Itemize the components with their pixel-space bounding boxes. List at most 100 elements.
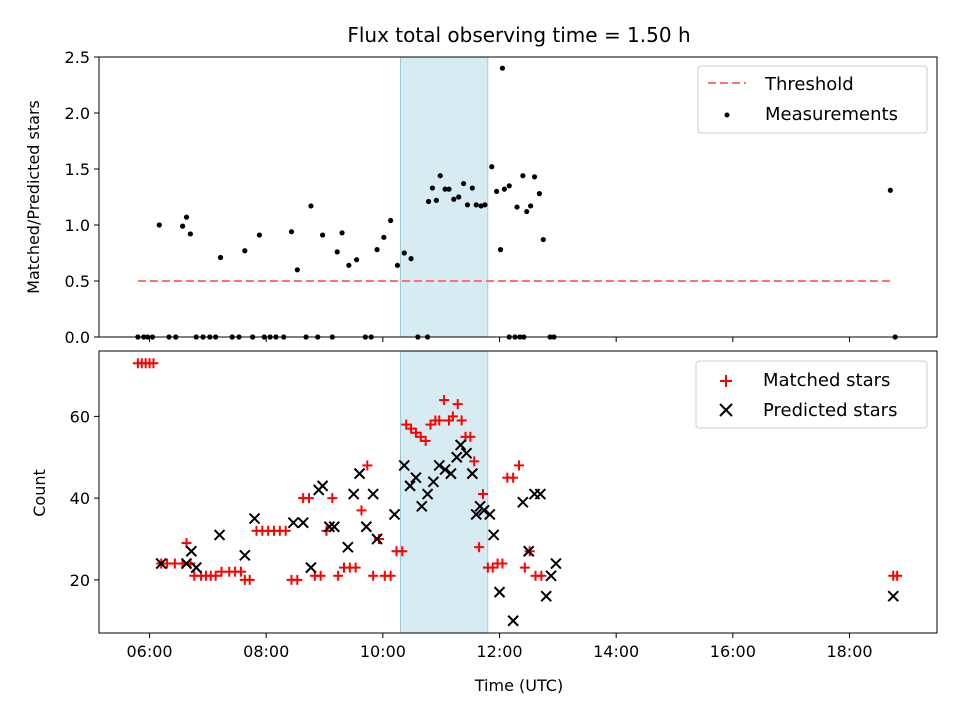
predicted-star-point xyxy=(388,508,401,521)
ratio-panel: 0.0 0.5 1.0 1.5 2.0 2.5 Flux total observing … xyxy=(24,23,938,347)
predicted-stars-points xyxy=(155,439,899,627)
count-plot-frame xyxy=(98,350,938,634)
predicted-star-point xyxy=(316,480,329,492)
measurement-point xyxy=(499,65,506,71)
predicted-star-point xyxy=(342,541,354,553)
predicted-star-point xyxy=(190,561,202,574)
predicted-star-point xyxy=(433,459,445,472)
predicted-star-point xyxy=(460,447,473,459)
measurement-point xyxy=(217,254,224,261)
matched-star-point xyxy=(315,570,326,581)
predicted-star-point xyxy=(360,521,373,533)
measurement-point xyxy=(156,222,162,228)
measurement-point xyxy=(528,203,534,209)
matched-star-point xyxy=(368,570,379,581)
matched-star-point xyxy=(148,358,159,369)
measurement-point xyxy=(256,232,263,238)
predicted-star-point xyxy=(367,488,379,500)
predicted-star-point xyxy=(487,529,500,541)
count-y-tick-label: 40 xyxy=(70,489,90,508)
measurement-point xyxy=(429,185,436,191)
ratio-plot-frame xyxy=(98,56,938,338)
measurement-point xyxy=(437,173,443,179)
matched-star-point xyxy=(513,460,524,471)
matched-star-point xyxy=(303,493,314,504)
predicted-legend-swatch xyxy=(719,403,733,417)
ratio-y-tick-label: 2.0 xyxy=(65,104,90,123)
measurement-point xyxy=(425,198,432,205)
predicted-star-point xyxy=(466,467,479,480)
predicted-star-point xyxy=(517,496,529,508)
measurement-point xyxy=(374,247,380,253)
measurement-point xyxy=(401,250,407,256)
predicted-star-point xyxy=(213,529,226,541)
count-x-ticks: 06:00 08:00 10:00 12:00 14:00 16:00 18:00 xyxy=(126,633,873,661)
count-y-tick-label: 60 xyxy=(70,407,90,426)
matched-star-point xyxy=(497,558,508,569)
predicted-star-point xyxy=(287,516,300,529)
measurement-point xyxy=(497,247,504,253)
matched-star-point xyxy=(478,489,489,500)
matched-star-point xyxy=(327,493,338,504)
matched-star-point xyxy=(447,411,458,422)
measurement-point xyxy=(460,180,467,187)
predicted-star-point xyxy=(297,516,309,529)
predicted-star-point xyxy=(185,545,198,557)
predicted-star-point xyxy=(155,557,167,570)
count-x-tick-label: 14:00 xyxy=(593,642,639,661)
ratio-y-ticks: 0.0 0.5 1.0 1.5 2.0 2.5 xyxy=(65,48,99,347)
predicted-star-point xyxy=(507,615,519,627)
matched-star-point xyxy=(244,574,255,585)
predicted-star-point xyxy=(540,590,552,602)
count-observing-window-span xyxy=(399,350,489,634)
measurement-point xyxy=(469,185,475,191)
predicted-star-point xyxy=(416,500,428,513)
measurement-point xyxy=(339,230,345,236)
measurement-point xyxy=(501,186,507,192)
measurement-point xyxy=(456,194,462,200)
measurement-point xyxy=(319,232,326,238)
predicted-star-point xyxy=(545,570,557,582)
predicted-star-point xyxy=(478,504,490,517)
ratio-y-tick-label: 1.0 xyxy=(65,216,90,235)
predicted-star-point xyxy=(445,467,457,480)
measurement-point xyxy=(242,248,248,254)
matched-star-point xyxy=(519,562,530,573)
predicted-star-point xyxy=(439,463,451,476)
ratio-observing-window-span xyxy=(399,56,489,338)
count-x-axis-label: Time (UTC) xyxy=(474,676,563,695)
measurement-point xyxy=(531,174,538,180)
ratio-legend: Threshold Measurements xyxy=(697,65,928,134)
predicted-star-point xyxy=(305,561,317,574)
matched-legend-swatch xyxy=(720,375,732,387)
measurement-point xyxy=(388,217,394,224)
predicted-star-point xyxy=(454,439,467,451)
matched-star-point xyxy=(434,415,445,426)
measurement-point xyxy=(494,188,500,194)
measurement-point xyxy=(451,196,457,202)
predicted-star-point xyxy=(493,586,506,598)
predicted-star-point xyxy=(328,521,340,533)
predicted-star-point xyxy=(371,533,383,545)
count-legend: Matched stars Predicted stars xyxy=(695,360,928,429)
measurements-legend-label: Measurements xyxy=(765,104,898,125)
count-y-ticks: 20 40 60 xyxy=(70,407,99,590)
measurement-point xyxy=(524,208,530,215)
measurement-point xyxy=(489,164,495,170)
measurement-point xyxy=(473,202,479,208)
measurement-point xyxy=(183,214,190,220)
measurement-point xyxy=(464,202,471,208)
predicted-star-point xyxy=(347,488,360,500)
predicted-star-point xyxy=(484,508,496,521)
matched-star-point xyxy=(469,456,480,467)
predicted-star-point xyxy=(353,467,366,480)
predicted-star-point xyxy=(248,512,261,525)
count-panel: 20 40 60 06:00 08:00 10:00 12:00 14:00 16:00 18:… xyxy=(30,350,938,695)
count-x-tick-label: 06:00 xyxy=(126,642,172,661)
matched-star-point xyxy=(508,472,519,483)
measurement-point xyxy=(520,173,526,179)
predicted-star-point xyxy=(410,471,422,484)
predicted-star-point xyxy=(404,480,416,492)
matched-star-point xyxy=(892,570,903,581)
